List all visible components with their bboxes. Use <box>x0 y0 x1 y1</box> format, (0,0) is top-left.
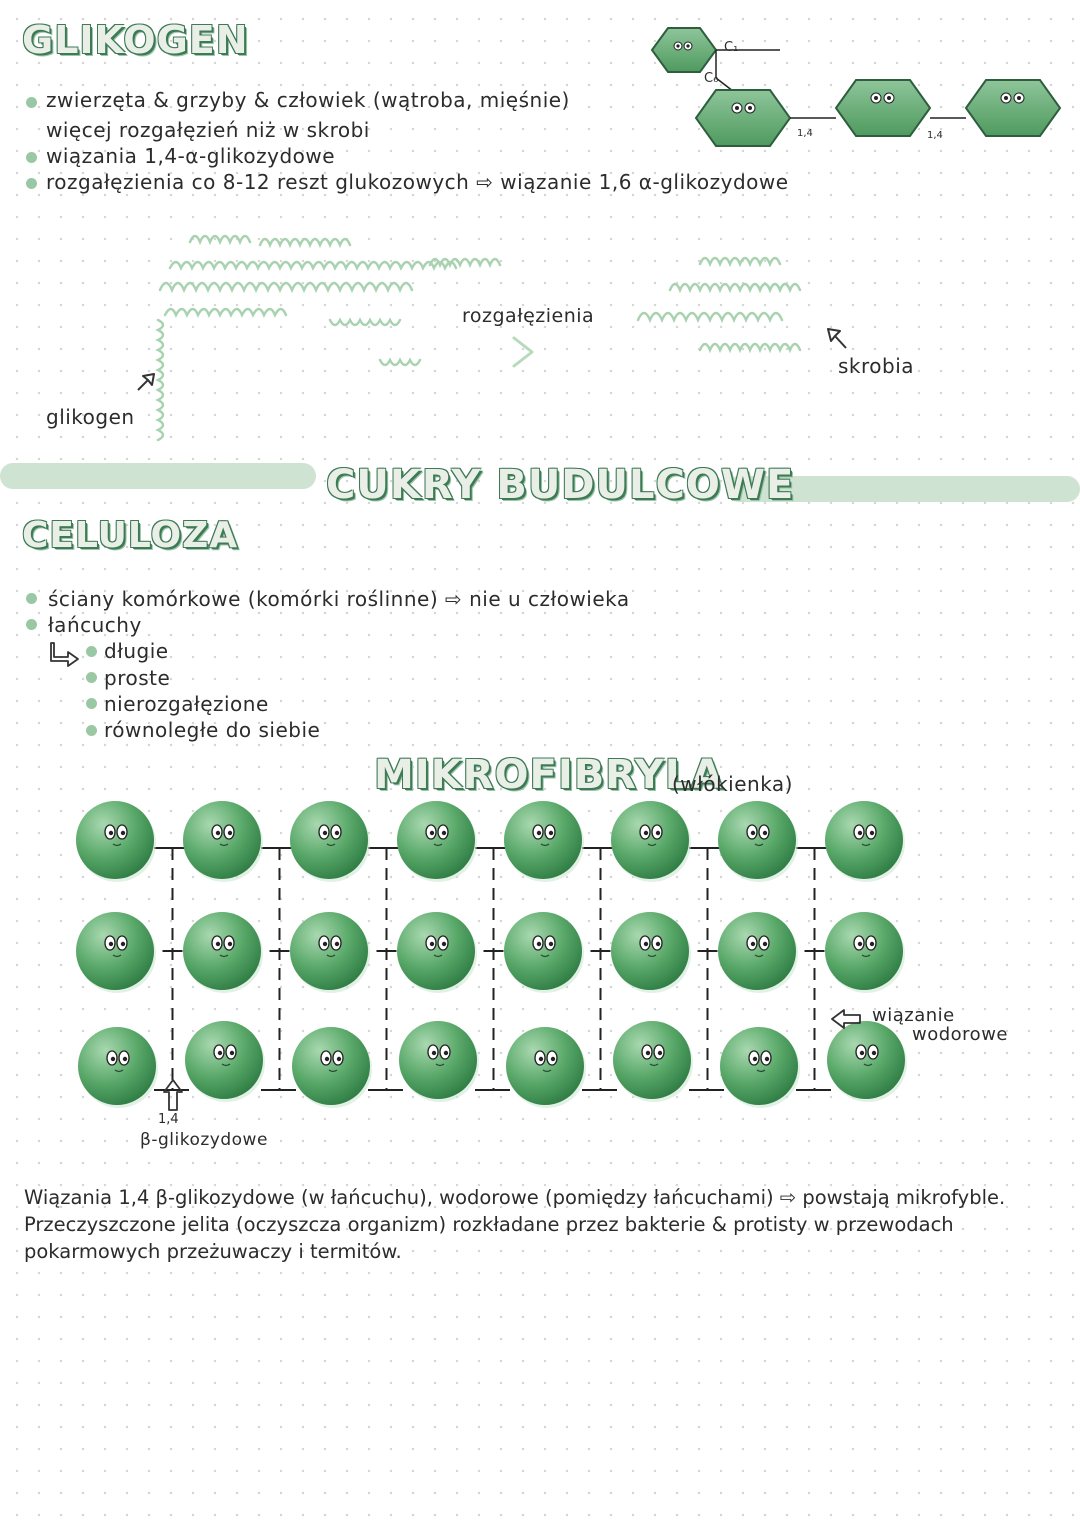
bullet-dot <box>86 698 97 709</box>
rozgalezienia-label: rozgałęzienia <box>462 305 595 327</box>
section-band-left <box>0 463 316 489</box>
sub-item-1: długie <box>104 639 169 663</box>
section-band-right <box>726 476 1080 502</box>
glucose-molecule <box>183 912 263 993</box>
hydrogen-bond-label-2: wodorowe <box>912 1024 1008 1045</box>
bond-connector <box>154 847 189 1091</box>
bond-label-2: 1,4 <box>927 130 943 141</box>
bullet-dot <box>86 672 97 683</box>
glucose-molecule <box>720 1027 800 1108</box>
glucose-molecule <box>76 912 156 993</box>
bond-connector <box>796 847 831 1091</box>
glucose-molecule <box>290 801 370 882</box>
hydrogen-bond-label-1: wiązanie <box>872 1005 955 1026</box>
glucose-molecule <box>397 801 477 882</box>
glikogen-title: GLIKOGEN <box>22 18 249 62</box>
arrow-up-left-icon <box>827 328 847 349</box>
summary-line-3: pokarmowych przeżuwaczy i termitów. <box>24 1240 402 1263</box>
arrow-left-icon <box>831 1009 861 1029</box>
arrow-up-icon <box>163 1079 183 1111</box>
bullet-dot <box>26 152 37 163</box>
glucose-molecule <box>611 801 691 882</box>
c6-label: C₆ <box>704 71 719 86</box>
bond-label-1: 1,4 <box>797 128 813 139</box>
glucose-molecule <box>718 801 798 882</box>
section-title: CUKRY BUDULCOWE <box>326 462 795 508</box>
glucose-molecule <box>718 912 798 993</box>
bullet-dot <box>86 646 97 657</box>
return-arrow-icon <box>50 642 79 667</box>
glucose-chain-diagram <box>650 27 1062 147</box>
mikrofibryla-title: MIKROFIBRYLA <box>374 752 724 798</box>
glucose-molecule <box>613 1021 693 1102</box>
glucose-molecule <box>292 1027 372 1108</box>
sub-item-2: proste <box>104 666 171 690</box>
glucose-molecule <box>611 912 691 993</box>
sub-item-3: nierozgałęzione <box>104 692 269 716</box>
glucose-molecule <box>827 1021 907 1102</box>
chevron-right-icon <box>512 336 534 368</box>
sub-item-4: równoległe do siebie <box>104 718 321 742</box>
glikogen-label: glikogen <box>46 405 135 429</box>
beta-bond-label-2: β-glikozydowe <box>140 1130 268 1150</box>
glucose-molecule <box>76 801 156 882</box>
summary-paragraph: Wiązania 1,4 β-glikozydowe (w łańcuchu),… <box>24 1184 1064 1265</box>
microfibril-grid-diagram <box>76 801 907 1108</box>
glikogen-line-2: więcej rozgałęzień niż w skrobi <box>46 118 370 142</box>
glucose-molecule <box>504 801 584 882</box>
glucose-molecule <box>504 912 584 993</box>
glucose-molecule <box>185 1021 265 1102</box>
bullet-dot <box>26 593 37 604</box>
beta-bond-label-1: 1,4 <box>158 1112 179 1127</box>
celuloza-line-2: łańcuchy <box>48 613 142 637</box>
starch-coil-diagram <box>636 256 802 354</box>
bullet-dot <box>26 178 37 189</box>
glycogen-coil-diagram <box>155 234 502 442</box>
glucose-molecule <box>290 912 370 993</box>
hexagon-molecule <box>694 89 792 147</box>
bond-connector <box>582 847 617 1091</box>
mikrofibryla-subtitle: (włókienka) <box>672 772 793 796</box>
hexagon-molecule <box>964 79 1062 137</box>
summary-line-1: Wiązania 1,4 β-glikozydowe (w łańcuchu),… <box>24 1186 1006 1209</box>
bullet-dot <box>26 97 37 108</box>
glucose-molecule <box>506 1027 586 1108</box>
hexagon-molecule <box>834 79 932 137</box>
c1-label: C₁ <box>724 40 739 55</box>
bullet-dot <box>26 619 37 630</box>
bond-connector <box>261 847 296 1091</box>
glikogen-line-4: rozgałęzienia co 8-12 reszt glukozowych … <box>46 170 789 194</box>
glucose-molecule <box>183 801 263 882</box>
glucose-molecule <box>397 912 477 993</box>
celuloza-title: CELULOZA <box>22 515 239 556</box>
glikogen-line-3: wiązania 1,4-α-glikozydowe <box>46 144 336 168</box>
hexagon-molecule <box>650 27 718 73</box>
bond-connector <box>689 847 724 1091</box>
bond-connector <box>368 847 403 1091</box>
arrow-up-right-icon <box>137 373 155 391</box>
glikogen-line-1: zwierzęta & grzyby & człowiek (wątroba, … <box>46 88 570 112</box>
glucose-molecule <box>78 1027 158 1108</box>
skrobia-label: skrobia <box>838 354 915 378</box>
glucose-molecule <box>825 912 905 993</box>
glucose-molecule <box>825 801 905 882</box>
bond-connector <box>475 847 510 1091</box>
celuloza-line-1: ściany komórkowe (komórki roślinne) ⇨ ni… <box>48 587 630 611</box>
glucose-molecule <box>399 1021 479 1102</box>
summary-line-2: Przeczyszczone jelita (oczyszcza organiz… <box>24 1213 954 1236</box>
bullet-dot <box>86 725 97 736</box>
